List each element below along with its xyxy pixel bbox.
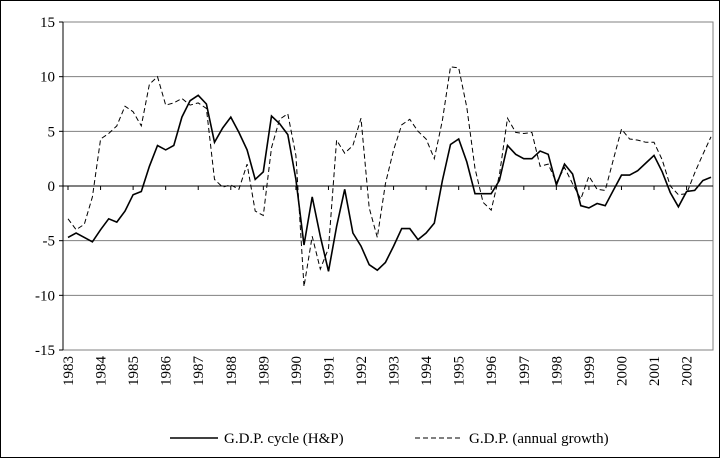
x-tick-label: 1986 bbox=[159, 356, 175, 387]
x-tick-label: 1989 bbox=[256, 356, 272, 386]
x-tick-label: 1996 bbox=[484, 356, 500, 387]
x-tick-label: 1992 bbox=[354, 356, 370, 386]
x-tick-label: 1994 bbox=[419, 356, 435, 387]
x-tick-label: 1993 bbox=[387, 356, 403, 386]
x-tick-label: 1998 bbox=[549, 356, 565, 386]
legend-label: G.D.P. (annual growth) bbox=[469, 431, 609, 447]
x-tick-label: 1991 bbox=[321, 356, 337, 386]
series-line bbox=[67, 66, 712, 287]
x-tick-label: 2002 bbox=[680, 356, 696, 386]
y-tick-label: -5 bbox=[43, 234, 56, 250]
x-tick-label: 1999 bbox=[582, 356, 598, 386]
y-tick-label: 15 bbox=[40, 15, 55, 31]
y-tick-label: 0 bbox=[48, 179, 56, 195]
y-tick-label: -15 bbox=[35, 343, 55, 359]
y-tick-label: -10 bbox=[35, 288, 55, 304]
x-tick-label: 1990 bbox=[289, 356, 305, 386]
x-tick-label: 2000 bbox=[614, 356, 630, 386]
x-tick-label: 1995 bbox=[452, 356, 468, 386]
x-tick-label: 1983 bbox=[61, 356, 77, 386]
x-tick-label: 2001 bbox=[647, 356, 663, 386]
x-tick-label: 1985 bbox=[126, 356, 142, 386]
series-line bbox=[67, 94, 712, 272]
x-tick-label: 1988 bbox=[224, 356, 240, 386]
legend-label: G.D.P. cycle (H&P) bbox=[224, 431, 344, 447]
y-tick-label: 10 bbox=[40, 70, 55, 86]
y-tick-label: 5 bbox=[48, 124, 56, 140]
x-tick-label: 1984 bbox=[94, 356, 110, 387]
x-tick-label: 1997 bbox=[517, 356, 533, 387]
x-tick-label: 1987 bbox=[191, 356, 207, 387]
